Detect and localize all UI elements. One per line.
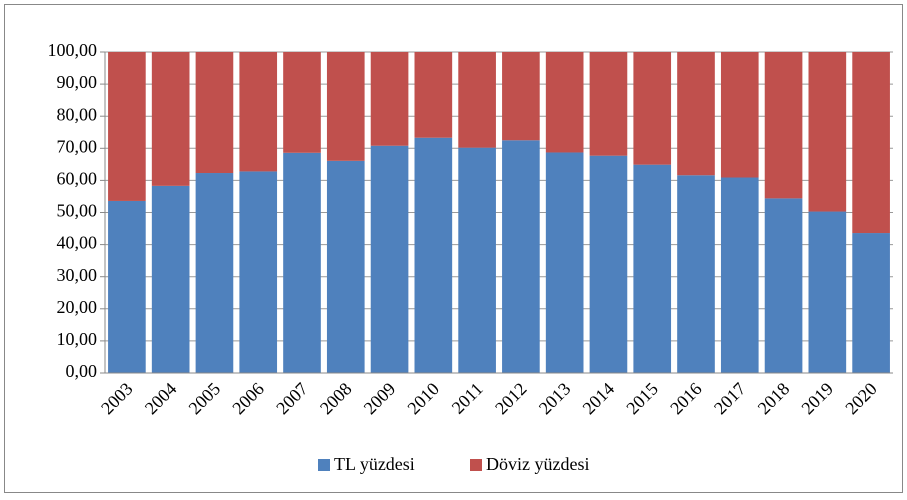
bar-segment	[370, 145, 409, 373]
bar-segment	[414, 52, 453, 138]
bar-segment	[151, 52, 190, 186]
bar-segment	[545, 52, 584, 153]
bar-segment	[677, 52, 715, 176]
bar-segment	[283, 52, 321, 153]
legend-swatch	[318, 459, 330, 471]
y-tick-label: 30,00	[57, 265, 98, 285]
bar-segment	[414, 137, 453, 373]
y-tick-label: 80,00	[57, 104, 98, 124]
bar-segment	[808, 52, 847, 212]
bar-segment	[764, 52, 803, 199]
legend-label: TL yüzdesi	[334, 454, 415, 474]
bar-segment	[633, 164, 672, 373]
bar-segment	[370, 52, 409, 146]
y-tick-label: 70,00	[57, 136, 98, 156]
bar-segment	[677, 175, 715, 373]
y-tick-label: 20,00	[57, 297, 98, 317]
bar-segment	[852, 52, 890, 234]
bar-segment	[108, 200, 146, 373]
bar-segment	[589, 52, 628, 156]
bar-segment	[151, 185, 190, 373]
bar-segment	[195, 173, 234, 373]
bar-segment	[502, 52, 540, 141]
bar-segment	[458, 52, 496, 148]
bar-segment	[326, 160, 365, 373]
y-tick-label: 40,00	[57, 233, 98, 253]
bar-segment	[808, 211, 847, 373]
y-tick-label: 60,00	[57, 169, 98, 189]
y-tick-label: 90,00	[57, 72, 98, 92]
bar-segment	[852, 233, 890, 373]
bar-segment	[589, 155, 628, 373]
bar-segment	[283, 152, 321, 373]
bar-segment	[195, 52, 234, 174]
y-tick-label: 50,00	[57, 201, 98, 221]
legend-swatch	[470, 459, 482, 471]
bar-segment	[326, 52, 365, 161]
y-tick-label: 100,00	[48, 40, 98, 60]
bar-segment	[502, 140, 540, 373]
y-tick-label: 10,00	[57, 329, 98, 349]
bar-segment	[633, 52, 672, 165]
bar-segment	[764, 198, 803, 373]
bar-segment	[108, 52, 146, 201]
bar-segment	[458, 147, 496, 373]
y-tick-label: 0,00	[66, 361, 98, 381]
bar-segment	[239, 171, 278, 373]
bar-segment	[720, 52, 759, 178]
bar-segment	[239, 52, 278, 172]
legend-label: Döviz yüzdesi	[486, 454, 589, 474]
bar-segment	[720, 177, 759, 373]
bar-segment	[545, 152, 584, 373]
